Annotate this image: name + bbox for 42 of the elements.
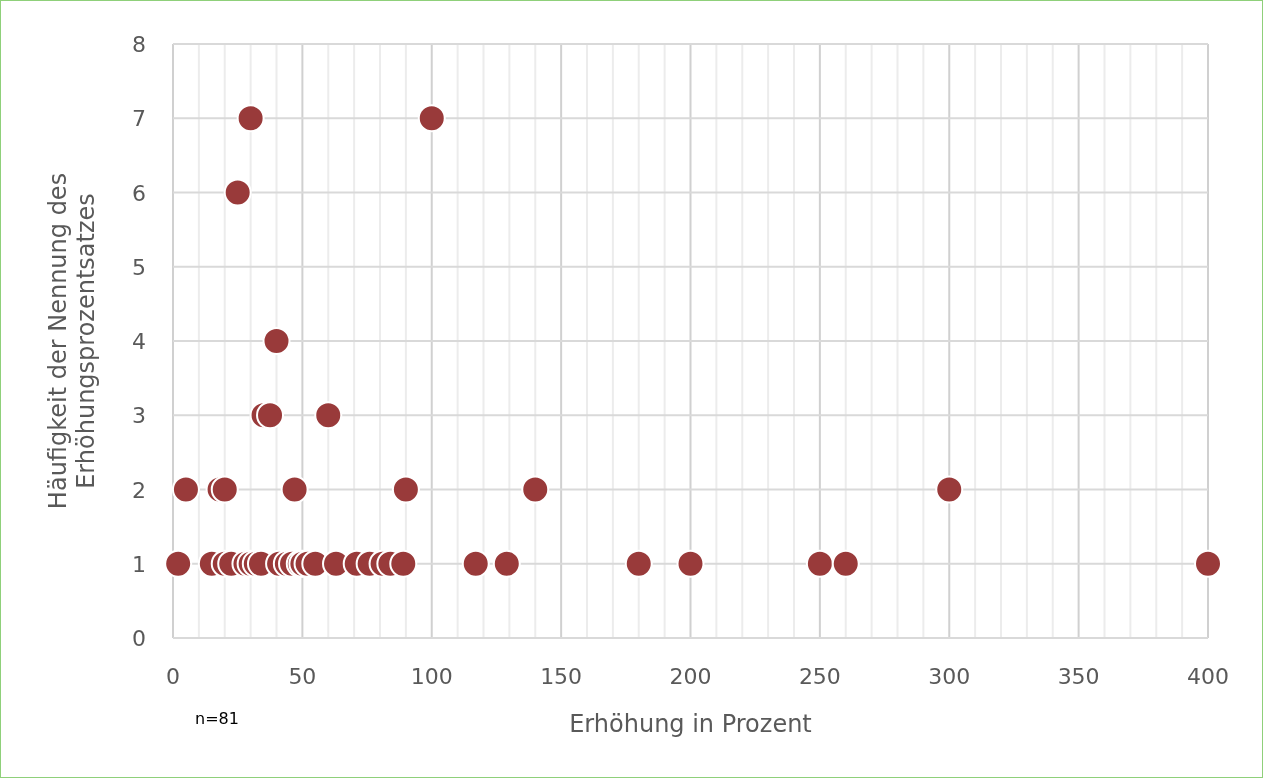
point: [935, 475, 964, 504]
point: [831, 549, 860, 578]
x-tick-label: 0: [166, 664, 180, 689]
y-tick-label: 7: [132, 106, 146, 132]
text: n=81: [195, 709, 239, 728]
point: [236, 104, 265, 133]
point: [391, 475, 420, 504]
y-tick-label: 8: [132, 32, 146, 57]
x-tick-label: 200: [669, 664, 712, 689]
x-tick-label: 150: [540, 664, 583, 689]
point: [624, 549, 653, 578]
x-tick-label: 300: [928, 664, 971, 689]
y-tick-label: 2: [132, 477, 146, 503]
y-axis-title: Häufigkeit der Nennung des Erhöhungsprozentsatzes: [44, 172, 100, 510]
y-tick-label: 3: [132, 403, 146, 429]
point: [210, 475, 239, 504]
point: [805, 549, 834, 578]
y-tick-label: 6: [132, 180, 146, 206]
y-tick-label: 5: [132, 254, 146, 280]
point: [461, 549, 490, 578]
point: [676, 549, 705, 578]
point: [280, 475, 309, 504]
point: [262, 327, 291, 355]
y-tick-label: 1: [132, 551, 146, 577]
x-tick-label: 50: [288, 664, 317, 689]
x-tick-label: 100: [410, 664, 453, 689]
x-tick-label: 250: [798, 664, 841, 689]
point: [223, 178, 252, 207]
point: [492, 549, 521, 578]
y-tick-label: 4: [132, 329, 146, 354]
x-tick-label: 400: [1187, 664, 1229, 689]
point: [417, 104, 446, 133]
point: [171, 475, 200, 504]
point: [314, 401, 343, 430]
point: [389, 549, 418, 578]
x-axis-title: Erhöhung in Prozent: [569, 710, 812, 738]
point: [164, 549, 193, 578]
y-tick-label: 0: [132, 626, 146, 651]
point: [1194, 549, 1222, 578]
point: [521, 475, 550, 504]
point: [256, 401, 285, 430]
x-tick-label: 350: [1057, 664, 1100, 689]
